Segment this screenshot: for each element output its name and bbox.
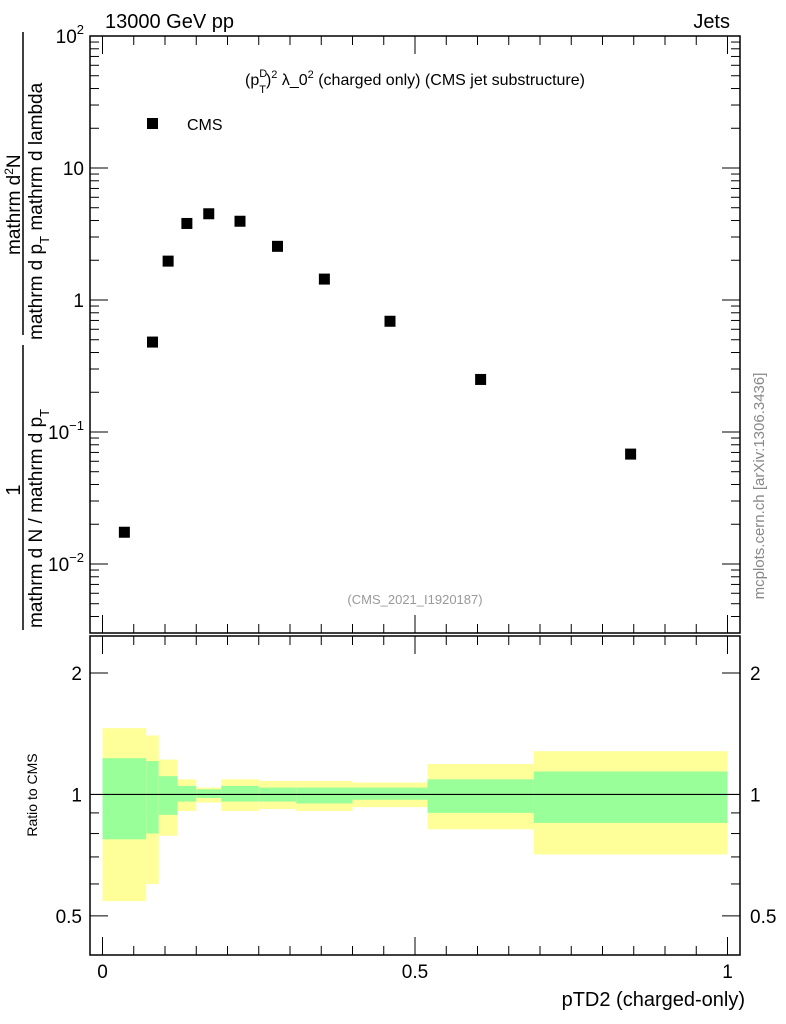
ratio-band-inner: [158, 776, 178, 815]
header-right: Jets: [693, 11, 730, 33]
y-axis-label: 1 mathrm d N / mathrm d pT mathrm d2N ma…: [2, 32, 52, 630]
y-tick-label: 1: [73, 291, 84, 312]
ratio-y-tick-label: 1: [71, 785, 82, 806]
x-axis-label: pTD2 (charged-only): [562, 989, 745, 1011]
ylabel-left-denominator: mathrm d N / mathrm d pT: [26, 409, 52, 628]
x-tick-label: 1: [722, 962, 733, 983]
ratio-y-tick-label: 2: [71, 664, 82, 685]
data-point: [475, 373, 487, 385]
ylabel-left-numerator: 1: [3, 484, 25, 495]
data-point: [384, 315, 396, 327]
main-plot: 10−2 10−1 1 10 102 (pD T)2 λ_02 (charged only…: [48, 22, 741, 634]
y-tick-label: 10−2: [48, 550, 84, 576]
ratio-band-inner: [427, 779, 534, 813]
ratio-frame: [89, 635, 741, 956]
x-tick-label: 0: [97, 962, 108, 983]
data-point: [162, 255, 174, 267]
ratio-band-inner: [352, 787, 428, 800]
legend-label-cms: CMS: [187, 117, 223, 134]
y-tick-label: 10: [63, 159, 84, 180]
ratio-band-inner: [177, 785, 197, 802]
data-point: [203, 208, 215, 220]
y-tick-label: 102: [56, 22, 84, 48]
ratio-ylabel: Ratio to CMS: [24, 753, 40, 836]
data-point: [147, 336, 158, 348]
ratio-band-inner: [221, 785, 259, 802]
ratio-y-tick-label-right: 2: [750, 664, 761, 685]
ratio-band-inner: [146, 761, 159, 834]
ratio-y-tick-label-right: 0.5: [750, 907, 776, 928]
ratio-y-tick-label-right: 1: [750, 785, 761, 806]
ratio-band-inner: [296, 787, 353, 804]
legend-marker-cms: [147, 118, 158, 129]
data-point: [234, 215, 246, 227]
ratio-band-inner: [533, 771, 728, 823]
x-tick-label: 0.5: [402, 962, 428, 983]
data-point: [318, 273, 330, 285]
header-left: 13000 GeV pp: [105, 11, 234, 33]
ratio-y-tick-label: 0.5: [56, 907, 82, 928]
main-frame: [89, 35, 741, 634]
mcplots-side-label: mcplots.cern.ch [arXiv:1306.3436]: [751, 373, 768, 600]
plot-title: (pD T)2 λ_02 (charged only) (CMS jet subs…: [245, 68, 585, 96]
ratio-band-inner: [196, 789, 222, 798]
data-point: [181, 217, 193, 229]
ylabel-right-denominator: mathrm d pT mathrm d lambda: [26, 82, 52, 340]
ratio-band-inner: [102, 758, 147, 840]
data-point: [625, 448, 637, 460]
data-point: [272, 240, 283, 252]
y-tick-label: 10−1: [48, 418, 84, 444]
analysis-watermark: (CMS_2021_I1920187): [347, 592, 482, 607]
data-point: [118, 526, 130, 538]
ylabel-right-numerator: mathrm d2N: [2, 154, 25, 255]
ratio-plot: 0.5 0.5 1 1 2 2 0 0.5 1 Ratio to CMS pTD2 (charg…: [24, 635, 776, 1011]
